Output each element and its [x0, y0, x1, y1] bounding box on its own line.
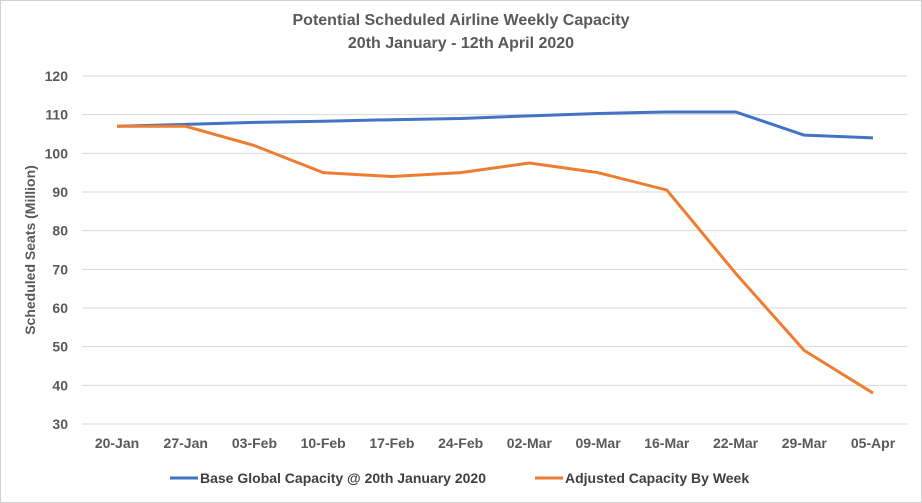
- x-axis-ticks: 20-Jan 27-Jan 03-Feb 10-Feb 17-Feb 24-Feb 02-M…: [95, 435, 896, 451]
- y-tick-label: 30: [52, 416, 68, 432]
- x-tick-label: 02-Mar: [507, 435, 553, 451]
- legend-label: Adjusted Capacity By Week: [565, 470, 749, 486]
- y-tick-label: 110: [45, 107, 68, 123]
- series-line-base: [116, 110, 874, 140]
- x-tick-label: 29-Mar: [782, 435, 828, 451]
- y-tick-label: 40: [52, 377, 68, 393]
- y-tick-label: 120: [45, 68, 69, 84]
- x-tick-label: 17-Feb: [369, 435, 414, 451]
- y-tick-label: 60: [52, 300, 68, 316]
- y-tick-label: 70: [52, 261, 68, 277]
- x-tick-label: 03-Feb: [232, 435, 277, 451]
- y-tick-label: 80: [52, 223, 68, 239]
- x-tick-label: 22-Mar: [713, 435, 759, 451]
- x-tick-label: 24-Feb: [438, 435, 483, 451]
- x-tick-label: 10-Feb: [301, 435, 346, 451]
- x-tick-label: 27-Jan: [164, 435, 208, 451]
- y-tick-label: 100: [45, 145, 69, 161]
- legend: Base Global Capacity @ 20th January 2020…: [170, 470, 749, 486]
- y-tick-label: 50: [52, 339, 68, 355]
- x-tick-label: 09-Mar: [576, 435, 622, 451]
- chart-title: Potential Scheduled Airline Weekly Capac…: [292, 12, 630, 29]
- x-tick-label: 16-Mar: [644, 435, 690, 451]
- x-tick-label: 20-Jan: [95, 435, 139, 451]
- chart-subtitle: 20th January - 12th April 2020: [347, 35, 575, 52]
- y-axis-label: Scheduled Seats (Million): [22, 165, 38, 335]
- series-lines: [116, 110, 874, 395]
- gridlines: [82, 75, 907, 425]
- x-tick-label: 05-Apr: [851, 435, 896, 451]
- legend-label: Base Global Capacity @ 20th January 2020: [200, 470, 486, 486]
- y-axis-ticks: 30 40 50 60 70 80 90 100 110 120: [45, 68, 69, 432]
- y-tick-label: 90: [52, 184, 68, 200]
- series-line-adjusted: [117, 124, 874, 395]
